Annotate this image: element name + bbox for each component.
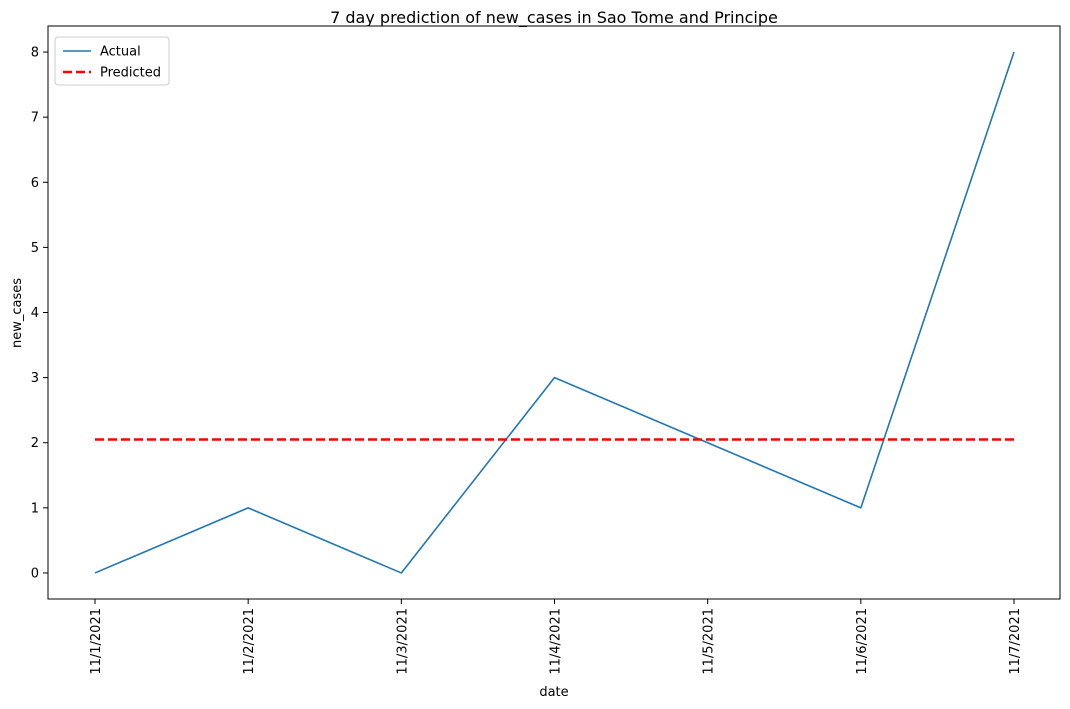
x-tick-label: 11/6/2021 [855, 608, 870, 675]
legend-label-predicted: Predicted [100, 66, 161, 81]
plot-area-frame [47, 25, 1061, 600]
y-tick-label: 2 [31, 436, 39, 451]
y-tick-label: 1 [31, 501, 39, 516]
x-tick-label: 11/2/2021 [242, 608, 257, 675]
chart-title: 7 day prediction of new_cases in Sao Tom… [330, 8, 778, 28]
y-axis: 0 1 2 3 4 5 6 7 8 [31, 46, 48, 581]
x-tick-label: 11/3/2021 [395, 608, 410, 675]
y-tick-label: 8 [31, 46, 39, 61]
y-tick-label: 0 [31, 566, 39, 581]
legend-label-actual: Actual [100, 45, 141, 60]
y-tick-label: 5 [31, 241, 39, 256]
legend: Actual Predicted [54, 36, 170, 86]
x-axis: 11/1/2021 11/2/2021 11/3/2021 11/4/2021 11/5… [89, 599, 1023, 675]
x-axis-label: date [539, 685, 568, 700]
x-tick-label: 11/4/2021 [549, 608, 564, 675]
x-tick-label: 11/1/2021 [89, 608, 104, 675]
y-tick-label: 7 [31, 111, 39, 126]
y-tick-label: 3 [31, 371, 39, 386]
x-tick-label: 11/5/2021 [702, 608, 717, 675]
y-tick-label: 4 [31, 306, 39, 321]
series-line-actual [94, 51, 1015, 574]
y-tick-label: 6 [31, 176, 39, 191]
x-tick-label: 11/7/2021 [1008, 608, 1023, 675]
y-axis-label: new_cases [10, 278, 25, 348]
